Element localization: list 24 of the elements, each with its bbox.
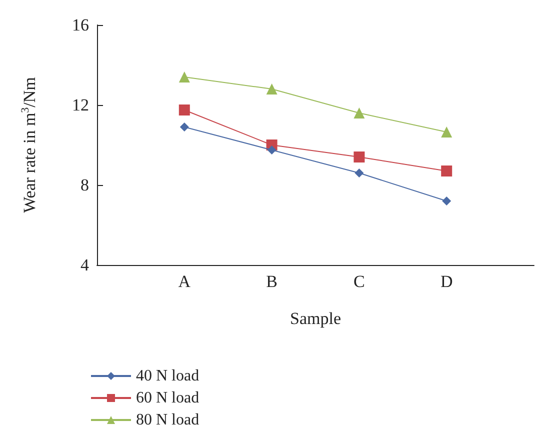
x-tick-label: A [178,272,192,291]
point [267,146,276,154]
point [180,122,189,132]
x-tick-label: D [440,272,453,291]
legend-label: 40 N load [136,368,200,384]
x-tick-label: C [354,272,365,291]
point [354,168,364,178]
point [441,166,452,176]
point [354,152,365,162]
x-axis-title: Sample [290,309,341,328]
y-tick-label: 16 [72,16,89,34]
point [441,126,452,138]
point [178,72,190,82]
legend-label: 60 N load [136,390,200,406]
y-tick-label: 4 [80,256,90,274]
point [354,108,365,118]
y-tick-label: 12 [72,96,89,114]
point [178,104,190,116]
legend-label: 80 N load [136,412,200,428]
y-tick-label: 8 [80,176,89,194]
point [442,196,452,206]
point [266,84,278,94]
x-tick-label: B [266,272,278,291]
y-axis-title: Wear rate in m3/Nm [20,77,39,213]
